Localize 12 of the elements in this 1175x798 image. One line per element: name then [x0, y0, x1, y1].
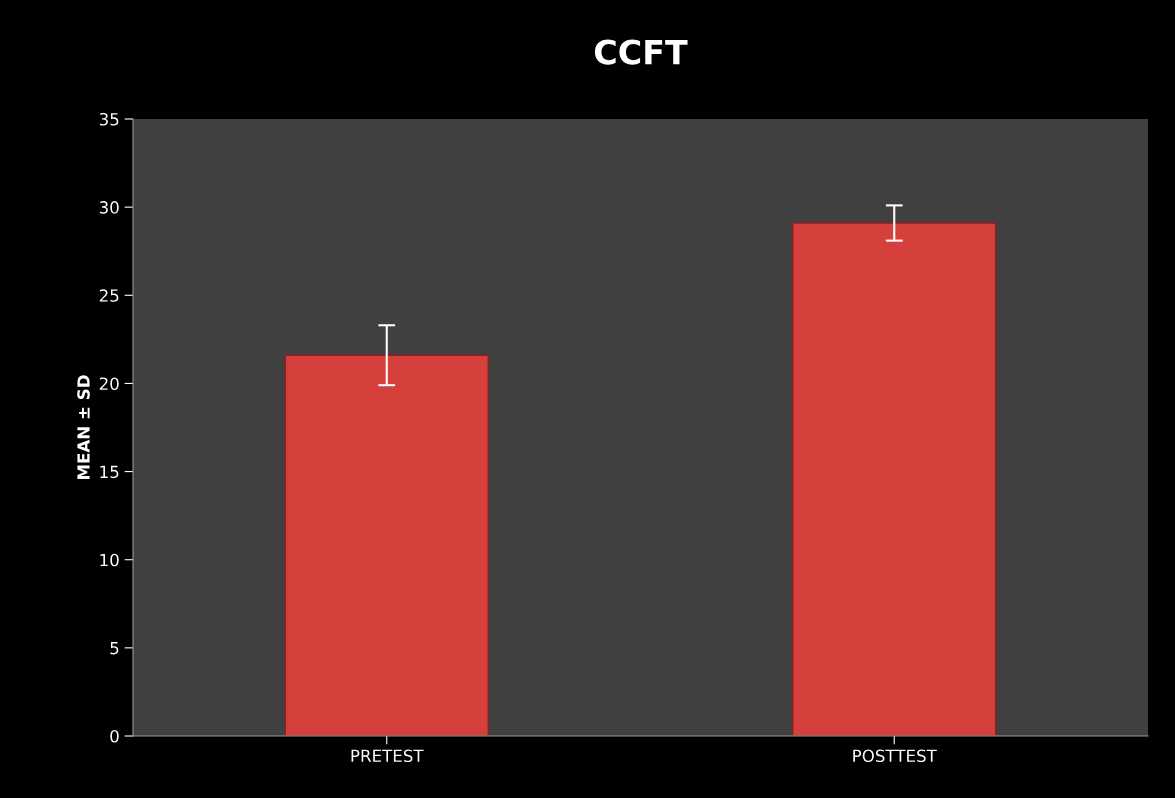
y-tick-label: 15: [100, 465, 119, 479]
y-tick-label: 30: [99, 201, 119, 214]
y-tick-label: 25: [99, 289, 119, 302]
y-axis-title: MEAN ± SD: [77, 375, 90, 480]
x-tick-label: POSTTEST: [853, 749, 937, 763]
y-tick-label: 20: [99, 377, 119, 390]
x-tick-label: PRETEST: [351, 749, 424, 763]
chart-title: CCFT: [594, 39, 688, 65]
y-tick-label: 5: [110, 642, 119, 655]
y-tick-label: 0: [110, 729, 119, 743]
y-tick-label: 35: [99, 112, 119, 126]
y-tick-label: 10: [100, 553, 119, 567]
